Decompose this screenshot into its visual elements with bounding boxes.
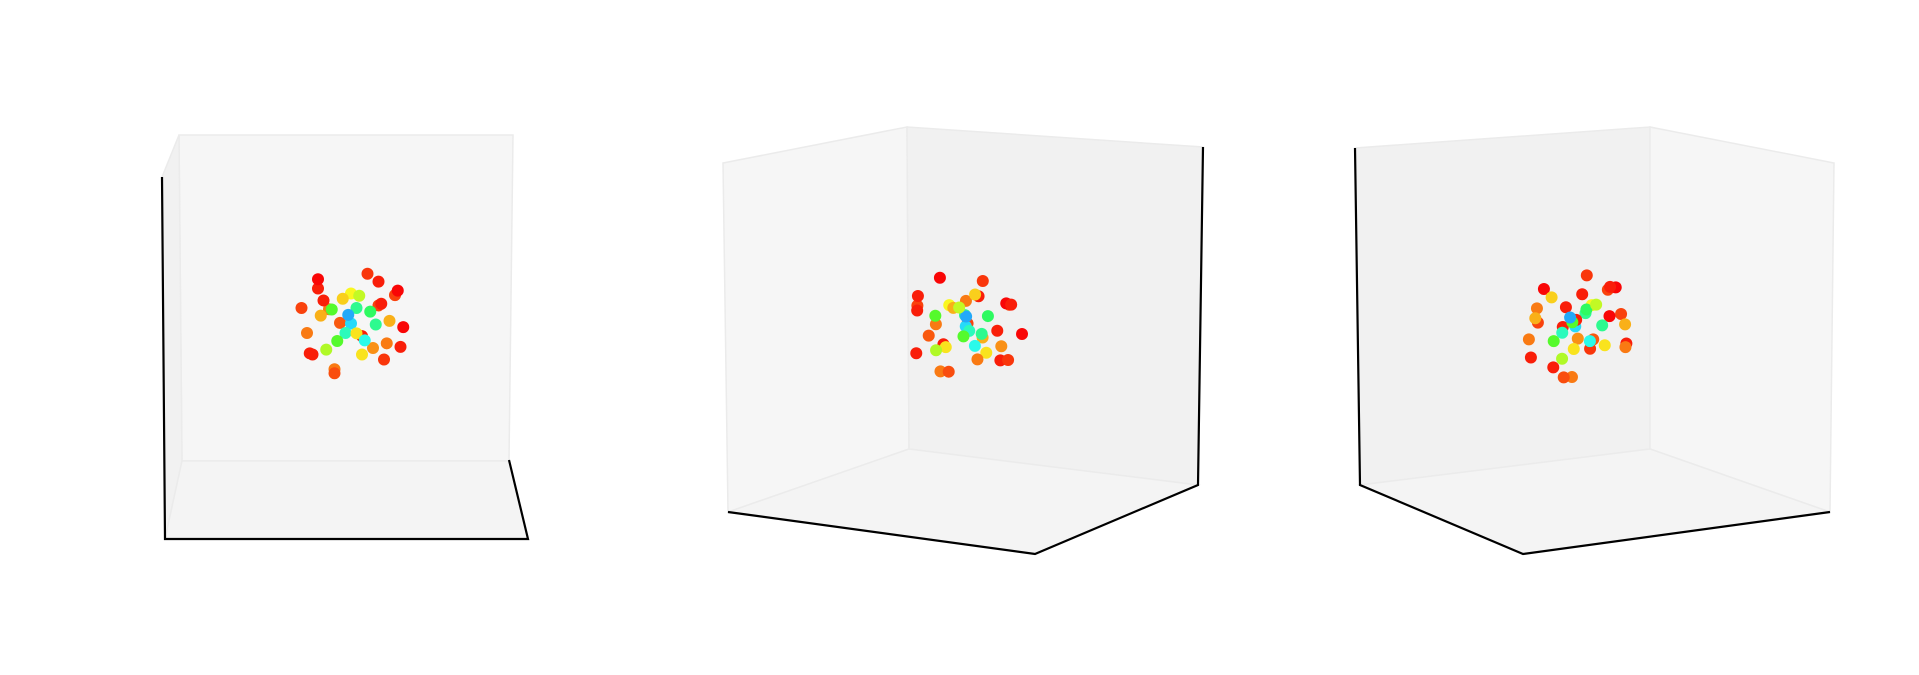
point (1580, 303, 1593, 316)
point (320, 343, 333, 356)
back-pane (1354, 126, 1651, 486)
point (1571, 332, 1584, 345)
point (1564, 311, 1577, 324)
point (991, 324, 1004, 337)
point (361, 267, 374, 280)
side-pane (1649, 126, 1835, 514)
point (1619, 318, 1632, 331)
point (953, 301, 966, 314)
point (356, 348, 368, 361)
side-pane (722, 126, 910, 514)
point (1583, 335, 1596, 348)
point (339, 327, 352, 340)
point (314, 309, 327, 322)
point (939, 341, 952, 354)
point (980, 346, 993, 359)
point (295, 302, 308, 315)
point (975, 327, 988, 340)
panel-2-box (722, 126, 1205, 556)
point (1590, 298, 1603, 311)
point (334, 316, 346, 329)
point (1524, 351, 1537, 364)
point (342, 308, 355, 321)
point (350, 302, 363, 315)
point (301, 327, 313, 340)
point (1559, 301, 1572, 314)
point (1005, 298, 1018, 311)
point (369, 318, 382, 331)
point (942, 365, 955, 378)
point (367, 342, 379, 355)
point (911, 289, 924, 302)
point (981, 310, 994, 323)
point (911, 304, 924, 317)
axis-lines (727, 146, 1205, 556)
point (397, 321, 410, 334)
point (995, 340, 1008, 353)
point (1545, 291, 1558, 304)
point (394, 340, 407, 353)
point (1002, 354, 1015, 367)
point (1547, 335, 1560, 348)
point (960, 310, 973, 323)
point (910, 347, 923, 360)
point (328, 367, 341, 380)
point (1556, 352, 1569, 365)
point (929, 309, 942, 322)
point (383, 314, 396, 327)
point (930, 344, 943, 357)
point (1522, 333, 1535, 346)
point (922, 329, 935, 342)
point (1596, 319, 1609, 332)
point (375, 297, 388, 310)
point (933, 271, 946, 284)
point (331, 335, 344, 348)
point (372, 275, 385, 288)
point (317, 294, 330, 307)
point (1603, 310, 1616, 323)
point (358, 334, 371, 347)
point (353, 289, 366, 302)
point (1598, 339, 1611, 352)
point (380, 337, 393, 350)
point (929, 318, 942, 331)
point (303, 347, 316, 360)
floor-pane (164, 460, 529, 540)
point (1615, 308, 1628, 321)
point (336, 292, 349, 305)
point (968, 339, 981, 352)
point (1530, 302, 1543, 315)
point (378, 353, 390, 366)
point (1537, 283, 1550, 296)
point (1015, 327, 1028, 340)
axis-lines (160, 176, 530, 541)
point (1580, 269, 1593, 282)
point (1529, 312, 1542, 325)
point (969, 288, 982, 301)
point (1619, 341, 1632, 354)
point (325, 303, 338, 316)
point (312, 282, 324, 295)
point (1556, 326, 1569, 339)
axis-lines (1353, 147, 1831, 556)
point (1604, 280, 1617, 293)
point (971, 353, 984, 366)
point (1576, 288, 1589, 301)
point (1547, 361, 1560, 374)
point (976, 275, 989, 288)
point (957, 330, 970, 343)
panel-3-box (1353, 126, 1835, 556)
point (364, 305, 377, 318)
point (350, 327, 363, 340)
point (1557, 371, 1570, 384)
point (391, 284, 404, 297)
point (1567, 342, 1580, 355)
point (312, 273, 324, 286)
